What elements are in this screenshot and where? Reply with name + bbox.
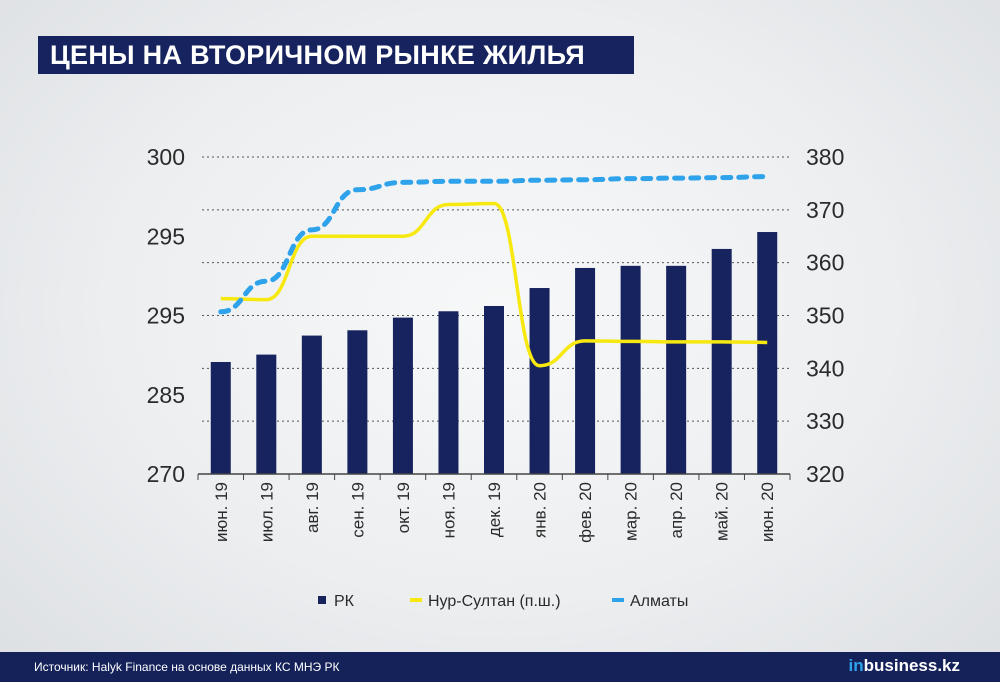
bar — [484, 305, 504, 474]
x-axis-category-label: июн. 19 — [212, 482, 231, 542]
right-axis-tick-label: 330 — [806, 408, 844, 434]
left-axis-tick-label: 285 — [147, 382, 185, 408]
bar — [529, 288, 550, 474]
x-axis-category-label: янв. 20 — [531, 482, 550, 538]
x-axis-category-label: авг. 19 — [303, 482, 322, 533]
series-line-nur-sultan — [220, 201, 768, 368]
bar — [575, 267, 596, 474]
bar — [210, 361, 231, 474]
source-note: Источник: Halyk Finance на основе данных… — [34, 660, 340, 674]
x-axis-category-label: фев. 20 — [576, 482, 595, 543]
bar — [301, 335, 322, 474]
bar — [256, 354, 277, 474]
price-chart: 270 285 295 295 300 320 330 340 350 360 370 380 июн.… — [147, 144, 845, 610]
bar — [711, 248, 732, 474]
bar — [757, 232, 778, 474]
x-axis-category-label: ноя. 19 — [439, 482, 458, 538]
bar — [347, 330, 368, 474]
left-axis-tick-label: 295 — [147, 303, 185, 329]
series-line-almaty — [218, 174, 770, 315]
x-axis-category-label: июл. 19 — [257, 482, 276, 542]
legend-label: РК — [334, 593, 355, 610]
left-axis-tick-label: 300 — [147, 144, 185, 170]
x-axis-category-label: окт. 19 — [394, 482, 413, 533]
right-axis-tick-label: 320 — [806, 461, 844, 487]
legend-label: Нур-Султан (п.ш.) — [428, 593, 561, 610]
right-axis-tick-label: 360 — [806, 250, 844, 276]
legend-label: Алматы — [630, 593, 688, 610]
x-axis-category-label: май. 20 — [713, 482, 732, 541]
right-axis-tick-label: 380 — [806, 144, 844, 170]
x-axis-category-label: дек. 19 — [485, 482, 504, 537]
brand-prefix: in — [848, 656, 864, 675]
left-axis-tick-label: 270 — [147, 461, 185, 487]
right-axis-tick-label: 340 — [806, 355, 844, 381]
bar — [392, 317, 413, 474]
x-axis-category-label: июн. 20 — [758, 482, 777, 542]
x-axis-category-label: сен. 19 — [348, 482, 367, 538]
chart-title: ЦЕНЫ НА ВТОРИЧНОМ РЫНКЕ ЖИЛЬЯ — [50, 40, 586, 70]
brand-logo: inbusiness.kz — [849, 656, 960, 676]
bar — [438, 311, 459, 474]
right-axis-tick-label: 350 — [806, 303, 844, 329]
left-axis-tick-label: 295 — [147, 223, 185, 249]
bar — [666, 265, 687, 474]
x-axis-category-label: апр. 20 — [667, 482, 686, 538]
brand-suffix: business.kz — [863, 656, 960, 675]
x-axis-category-label: мар. 20 — [622, 482, 641, 541]
right-axis-tick-label: 370 — [806, 197, 844, 223]
footer-bar — [0, 652, 1000, 682]
legend-swatch-bar — [318, 596, 326, 604]
bar — [620, 265, 641, 474]
title-banner — [38, 36, 634, 74]
